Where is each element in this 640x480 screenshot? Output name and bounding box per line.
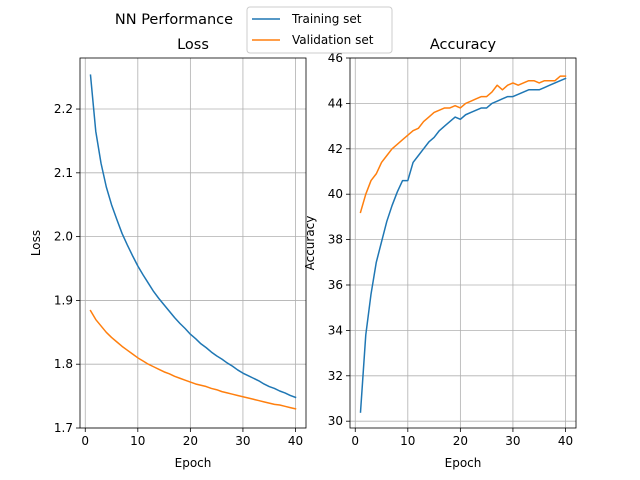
loss-y-axis-label: Loss [29, 230, 43, 256]
accuracy-y-axis-label: Accuracy [303, 216, 317, 271]
accuracy-y-tick-label: 44 [328, 96, 343, 110]
loss-x-tick-label: 20 [183, 434, 198, 448]
loss-subplot: 0 10 20 30 40 1.7 1.8 1.9 2.0 2.1 2.2 Loss Epoch Loss [29, 37, 307, 470]
accuracy-axes-frame [349, 57, 577, 429]
accuracy-y-tick-label: 46 [328, 51, 343, 65]
loss-y-tick-label: 2.1 [54, 166, 73, 180]
loss-x-tick-label: 0 [81, 434, 89, 448]
accuracy-y-tick-label: 40 [328, 187, 343, 201]
legend: Training set Validation set [246, 6, 393, 54]
loss-axes-frame [79, 57, 307, 429]
accuracy-y-tick-label: 32 [328, 369, 343, 383]
accuracy-y-tick-label: 42 [328, 142, 343, 156]
loss-series-validation-line [89, 309, 297, 410]
accuracy-series-training-line [359, 77, 567, 413]
loss-y-tick-label: 2.0 [54, 230, 73, 244]
accuracy-subplot: 0 10 20 30 40 30 32 34 36 38 40 42 44 46 Accuracy Epoch… [303, 37, 577, 470]
accuracy-x-tick-label: 10 [400, 434, 415, 448]
accuracy-x-axis-label: Epoch [445, 456, 482, 470]
loss-y-tick-label: 1.7 [54, 421, 73, 435]
accuracy-x-tick-label: 20 [453, 434, 468, 448]
legend-label-validation: Validation set [292, 33, 374, 47]
accuracy-y-tick-label: 30 [328, 414, 343, 428]
accuracy-y-tick-label: 34 [328, 323, 343, 337]
loss-y-tick-label: 1.8 [54, 357, 73, 371]
accuracy-series-validation-line [359, 75, 567, 214]
accuracy-x-tick-label: 30 [505, 434, 520, 448]
loss-series-training-line [89, 74, 297, 399]
loss-x-tick-label: 40 [288, 434, 303, 448]
figure-title: NN Performance [115, 12, 233, 28]
loss-x-tick-label: 30 [235, 434, 250, 448]
loss-title: Loss [177, 37, 209, 53]
loss-y-tick-label: 2.2 [54, 102, 73, 116]
accuracy-y-tick-label: 36 [328, 278, 343, 292]
loss-x-axis-label: Epoch [175, 456, 212, 470]
accuracy-x-tick-label: 40 [558, 434, 573, 448]
accuracy-x-tick-label: 0 [351, 434, 359, 448]
loss-y-tick-label: 1.9 [54, 293, 73, 307]
accuracy-title: Accuracy [430, 37, 497, 53]
legend-label-training: Training set [291, 12, 362, 26]
legend-frame [246, 6, 393, 54]
accuracy-y-tick-label: 38 [328, 233, 343, 247]
loss-x-tick-label: 10 [130, 434, 145, 448]
